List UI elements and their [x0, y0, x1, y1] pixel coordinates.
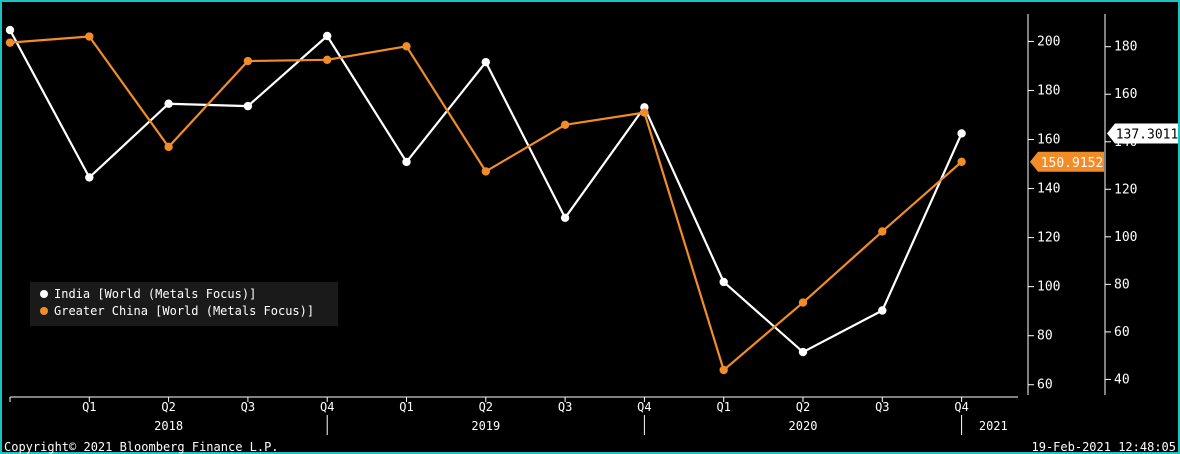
- greater-china-point: [719, 365, 728, 375]
- x-tick-label: Q2: [161, 400, 175, 414]
- india-point: [957, 129, 966, 138]
- x-tick-label: Q3: [558, 400, 572, 414]
- greater-china-point: [85, 32, 94, 41]
- greater-china-point: [560, 120, 570, 130]
- greater-china-point: [164, 142, 173, 152]
- india-point: [481, 57, 490, 67]
- left-axis-tick-label: 80: [1037, 329, 1053, 344]
- x-tick-label: Q2: [796, 400, 810, 414]
- x-tick-label: Q4: [954, 400, 968, 414]
- left-axis-tick-label: 100: [1037, 280, 1060, 295]
- year-label: 2018: [154, 419, 183, 433]
- legend-label-greater-china: Greater China [World (Metals Focus)]: [54, 304, 314, 318]
- legend-marker-india: [40, 290, 48, 298]
- x-tick-label: Q4: [637, 400, 651, 414]
- right-axis-tick-label: 100: [1114, 230, 1137, 245]
- india-last-value-label: 137.3011: [1116, 127, 1179, 142]
- india-point: [164, 99, 173, 108]
- x-tick-label: Q4: [320, 400, 334, 414]
- india-point: [878, 306, 887, 315]
- greater-china-point: [798, 298, 808, 307]
- left-axis-tick-label: 140: [1037, 182, 1060, 197]
- india-point: [560, 213, 570, 223]
- legend-label-india: India [World (Metals Focus)]: [54, 287, 256, 301]
- india-point: [85, 173, 94, 182]
- greater-china-point: [402, 42, 411, 51]
- year-label: 2020: [789, 419, 818, 433]
- right-axis-tick-label: 60: [1114, 325, 1130, 340]
- greater-china-point: [957, 157, 966, 166]
- india-point: [5, 25, 15, 35]
- india-point: [243, 101, 253, 111]
- x-tick-label: Q2: [479, 400, 493, 414]
- greater-china-point: [878, 227, 887, 236]
- left-axis-tick-label: 60: [1037, 378, 1053, 393]
- greater-china-point: [640, 108, 649, 117]
- india-point: [719, 277, 728, 287]
- left-axis-tick-label: 180: [1037, 83, 1060, 98]
- legend-box: [30, 282, 338, 326]
- right-axis-tick-label: 80: [1114, 277, 1130, 292]
- year-label: 2019: [471, 419, 500, 433]
- x-tick-label: Q1: [399, 400, 413, 414]
- india-point: [798, 347, 808, 357]
- copyright-text: Copyright© 2021 Bloomberg Finance L.P.: [4, 440, 279, 454]
- india-last-value-flag: [1107, 123, 1178, 144]
- x-tick-label: Q1: [716, 400, 730, 414]
- greater-china-point: [323, 55, 332, 65]
- left-axis-tick-label: 200: [1037, 34, 1060, 49]
- india-point: [323, 31, 332, 41]
- right-axis-tick-label: 120: [1114, 182, 1137, 197]
- left-axis-tick-label: 160: [1037, 133, 1060, 148]
- x-tick-label: Q3: [875, 400, 889, 414]
- greater-china-last-value-label: 150.9152: [1041, 156, 1104, 171]
- greater-china-point: [243, 56, 253, 66]
- greater-china-point: [5, 38, 15, 47]
- greater-china-point: [481, 167, 490, 176]
- right-axis-tick-label: 160: [1114, 87, 1137, 102]
- india-point: [402, 157, 411, 167]
- left-axis-tick-label: 120: [1037, 231, 1060, 246]
- right-axis-tick-label: 40: [1114, 372, 1130, 387]
- timestamp-text: 19-Feb-2021 12:48:05: [1032, 440, 1177, 454]
- year-label: 2021: [979, 419, 1008, 433]
- x-tick-label: Q3: [241, 400, 255, 414]
- greater-china-last-value-flag: [1030, 151, 1104, 172]
- legend-marker-greater-china: [40, 307, 48, 315]
- right-axis-tick-label: 180: [1114, 40, 1137, 55]
- x-tick-label: Q1: [82, 400, 96, 414]
